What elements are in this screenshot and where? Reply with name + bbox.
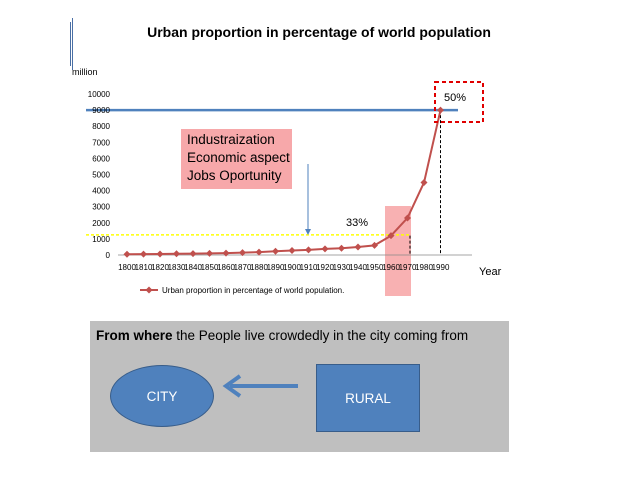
legend-marker (145, 286, 153, 294)
y-tick-label: 9000 (92, 106, 110, 115)
rural-label: RURAL (345, 390, 391, 406)
callout-line-3: Jobs Oportunity (187, 168, 282, 183)
x-tick-label: 1820 (151, 263, 169, 272)
city-ellipse: CITY (110, 365, 214, 427)
annotation-50-box (434, 81, 484, 123)
y-tick-label: 8000 (92, 122, 110, 131)
series-marker (156, 250, 164, 258)
series-marker (288, 246, 296, 254)
series-marker (189, 250, 197, 258)
x-tick-label: 1940 (349, 263, 367, 272)
y-tick-label: 6000 (92, 154, 110, 163)
y-tick-label: 3000 (92, 203, 110, 212)
series-marker (338, 244, 345, 252)
series-marker (272, 247, 279, 255)
x-tick-label: 1990 (432, 263, 450, 272)
highlight-band (385, 206, 411, 296)
y-tick-label: 1000 (92, 235, 110, 244)
panel-caption-prefix: From where (96, 328, 173, 343)
series-marker (387, 232, 395, 240)
x-tick-label: 1810 (135, 263, 153, 272)
series-marker (140, 250, 147, 258)
series-marker (255, 248, 263, 256)
annotation-50-percent: 50% (444, 92, 466, 104)
series-marker (222, 249, 230, 257)
y-tick-label: 5000 (92, 171, 110, 180)
x-tick-label: 1880 (250, 263, 268, 272)
x-tick-label: 1920 (316, 263, 334, 272)
series-marker (420, 179, 428, 187)
series-marker (354, 243, 362, 251)
series-marker (371, 241, 378, 249)
y-tick-label: 10000 (88, 90, 111, 99)
left-arrow-icon (222, 374, 298, 398)
x-tick-label: 1830 (168, 263, 186, 272)
series-marker (321, 245, 329, 253)
x-tick-label: 1960 (382, 263, 400, 272)
x-tick-label: 1910 (300, 263, 318, 272)
y-unit-label: million (72, 67, 98, 77)
x-tick-label: 1870 (234, 263, 252, 272)
x-tick-label: 1930 (333, 263, 351, 272)
callout-box: Industraization Economic aspect Jobs Opo… (181, 129, 292, 189)
x-tick-label: 1840 (184, 263, 202, 272)
series-marker (404, 214, 411, 222)
series-marker (305, 246, 312, 254)
series-marker (123, 250, 131, 258)
series-marker (206, 249, 213, 257)
panel-caption-text: the People live crowdedly in the city co… (172, 328, 469, 343)
legend-label: Urban proportion in percentage of world … (162, 286, 344, 295)
callout-line-2: Economic aspect (187, 150, 290, 165)
y-tick-label: 2000 (92, 219, 110, 228)
x-tick-label: 1950 (366, 263, 384, 272)
callout-pointer-head (305, 229, 311, 235)
rural-box: RURAL (316, 364, 420, 432)
x-tick-label: 1970 (399, 263, 417, 272)
annotation-33-percent: 33% (346, 217, 368, 229)
series-marker (437, 106, 444, 114)
left-decorative-rule-inner (70, 22, 71, 66)
y-tick-label: 7000 (92, 138, 110, 147)
city-label: CITY (146, 388, 178, 404)
x-tick-label: 1890 (267, 263, 285, 272)
callout-line-1: Industraization (187, 132, 275, 147)
line-chart: 0 1000 2000 3000 4000 5000 6000 7000 8000 9000 100… (86, 81, 502, 296)
panel-caption: From where the People live crowdedly in … (96, 328, 468, 343)
y-tick-label: 4000 (92, 187, 110, 196)
x-tick-label: 1980 (415, 263, 433, 272)
series-marker (173, 250, 180, 258)
x-axis-label: Year (479, 266, 502, 278)
y-tick-label: 0 (106, 251, 111, 260)
left-decorative-rule (72, 18, 73, 70)
migration-panel: From where the People live crowdedly in … (90, 321, 509, 452)
x-tick-label: 1800 (118, 263, 136, 272)
series-marker (239, 249, 246, 257)
chart-title: Urban proportion in percentage of world … (147, 24, 491, 40)
x-tick-label: 1900 (283, 263, 301, 272)
x-tick-label: 1850 (201, 263, 219, 272)
x-tick-label: 1860 (217, 263, 235, 272)
